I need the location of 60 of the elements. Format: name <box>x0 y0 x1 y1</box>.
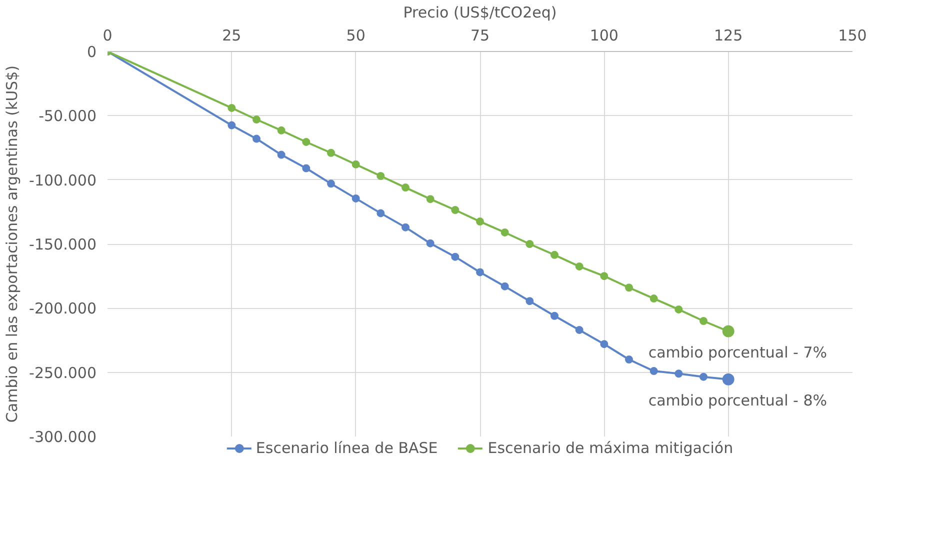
y-tick-label: -200.000 <box>29 300 97 318</box>
point <box>327 180 335 188</box>
x-tick-label: 50 <box>346 26 366 44</box>
point <box>451 206 460 214</box>
annotation: cambio porcentual - 7% <box>648 343 828 362</box>
point <box>600 272 608 280</box>
point <box>426 195 434 204</box>
point <box>402 223 410 232</box>
point <box>376 172 385 180</box>
x-tick-label: 150 <box>838 26 867 44</box>
point <box>526 240 534 248</box>
point <box>402 184 410 192</box>
point <box>500 282 509 290</box>
point <box>228 121 236 130</box>
point <box>526 297 534 306</box>
point <box>352 160 360 168</box>
point <box>476 268 484 276</box>
x-tick-label: 25 <box>222 26 242 44</box>
point <box>327 148 335 157</box>
x-tick-label: 0 <box>102 26 112 44</box>
point <box>302 164 310 172</box>
point <box>500 228 509 236</box>
point <box>252 116 260 124</box>
point <box>575 262 584 270</box>
point <box>600 340 608 348</box>
x-axis-title: Precio (US$/tCO2eq) <box>403 4 557 22</box>
point <box>476 218 484 226</box>
point <box>650 294 658 303</box>
legend-label: Escenario de máxima mitigación <box>488 439 734 457</box>
annotation: cambio porcentual - 8% <box>648 391 828 410</box>
legend-label: Escenario línea de BASE <box>256 439 438 457</box>
point <box>575 326 584 334</box>
y-tick-label: -150.000 <box>29 236 97 254</box>
x-tick-label: 100 <box>590 26 618 44</box>
point <box>550 250 558 259</box>
x-tick-label: 75 <box>470 26 490 44</box>
y-tick-label: -250.000 <box>29 364 97 382</box>
point <box>277 126 286 134</box>
point <box>625 356 633 364</box>
y-tick-label: -50.000 <box>38 107 97 126</box>
point <box>625 284 633 292</box>
point <box>302 138 310 146</box>
point <box>228 104 236 112</box>
point <box>674 370 683 378</box>
point <box>277 150 286 159</box>
x-tick-label: 125 <box>714 26 743 44</box>
point <box>674 305 683 314</box>
y-axis-title: Cambio en las exportaciones argentinas (kUS$) <box>3 65 22 423</box>
y-tick-label: 0 <box>86 43 97 61</box>
point <box>252 134 260 143</box>
point <box>451 252 460 261</box>
point <box>550 312 558 320</box>
point <box>352 194 360 202</box>
point <box>376 209 385 218</box>
point <box>426 239 434 248</box>
point <box>650 367 658 376</box>
y-tick-label: -100.000 <box>29 171 97 190</box>
y-tick-label: -300.000 <box>29 428 97 446</box>
point <box>700 372 708 381</box>
point <box>700 317 708 325</box>
